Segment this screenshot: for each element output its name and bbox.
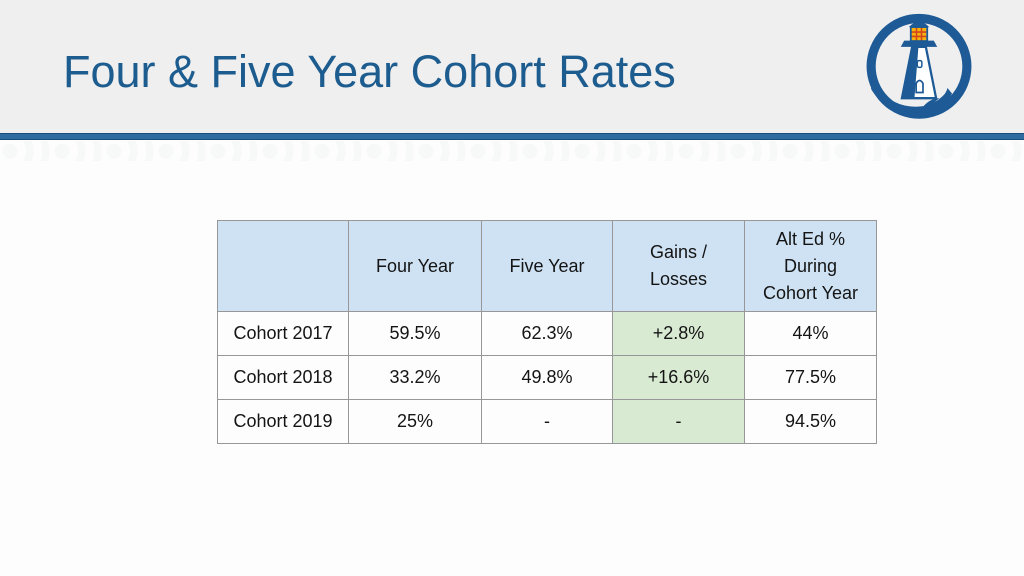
cell-four-year: 33.2% bbox=[348, 355, 482, 400]
cell-four-year: 25% bbox=[348, 399, 482, 444]
lighthouse-logo-icon bbox=[866, 13, 972, 119]
lighthouse-door bbox=[915, 79, 924, 94]
table-row-cohort-2019: Cohort 2019 25% - - 94.5% bbox=[217, 399, 877, 444]
cell-five-year: 62.3% bbox=[481, 311, 613, 356]
header-cell-four-year: Four Year bbox=[348, 220, 482, 312]
cell-alt-ed: 44% bbox=[744, 311, 877, 356]
cell-five-year: 49.8% bbox=[481, 355, 613, 400]
header-cell-gains-losses: Gains / Losses bbox=[612, 220, 745, 312]
cohort-rates-table-wrap: Four Year Five Year Gains / Losses Alt E… bbox=[217, 220, 877, 444]
lighthouse-tower-shadow bbox=[901, 46, 919, 99]
logo-hand-thumb bbox=[923, 98, 940, 108]
header-cell-five-year: Five Year bbox=[481, 220, 613, 312]
header-divider bbox=[0, 133, 1024, 140]
watermark-pattern bbox=[0, 141, 1024, 161]
lighthouse-window bbox=[916, 59, 923, 69]
row-label: Cohort 2018 bbox=[217, 355, 349, 400]
lighthouse-gallery bbox=[900, 40, 938, 47]
cell-alt-ed: 77.5% bbox=[744, 355, 877, 400]
lighthouse-lamp-grid bbox=[911, 27, 927, 41]
lighthouse-finial bbox=[916, 14, 922, 19]
row-label: Cohort 2017 bbox=[217, 311, 349, 356]
page-title: Four & Five Year Cohort Rates bbox=[63, 46, 676, 97]
row-label: Cohort 2019 bbox=[217, 399, 349, 444]
cell-gains-losses: - bbox=[612, 399, 745, 444]
header-cell-alt-ed: Alt Ed % During Cohort Year bbox=[744, 220, 877, 312]
cohort-rates-table: Four Year Five Year Gains / Losses Alt E… bbox=[217, 220, 877, 444]
cell-gains-losses: +16.6% bbox=[612, 355, 745, 400]
lighthouse-lamp bbox=[911, 27, 927, 41]
table-row-cohort-2018: Cohort 2018 33.2% 49.8% +16.6% 77.5% bbox=[217, 355, 877, 400]
cell-four-year: 59.5% bbox=[348, 311, 482, 356]
cell-five-year: - bbox=[481, 399, 613, 444]
logo-brush-arc bbox=[872, 14, 914, 46]
lighthouse-cap bbox=[908, 21, 930, 28]
table-row-cohort-2017: Cohort 2017 59.5% 62.3% +2.8% 44% bbox=[217, 311, 877, 356]
header-cell-blank bbox=[217, 220, 349, 312]
cell-alt-ed: 94.5% bbox=[744, 399, 877, 444]
table-header-row: Four Year Five Year Gains / Losses Alt E… bbox=[217, 220, 877, 312]
cell-gains-losses: +2.8% bbox=[612, 311, 745, 356]
slide-header: Four & Five Year Cohort Rates bbox=[0, 0, 1024, 133]
